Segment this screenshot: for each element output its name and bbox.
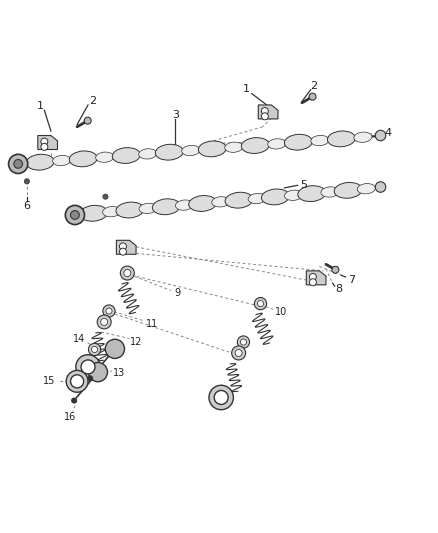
- Ellipse shape: [311, 135, 329, 146]
- Circle shape: [235, 350, 242, 357]
- Ellipse shape: [139, 203, 157, 214]
- Circle shape: [214, 391, 228, 405]
- Circle shape: [309, 279, 316, 286]
- Circle shape: [209, 385, 233, 410]
- Circle shape: [332, 266, 339, 273]
- Circle shape: [254, 297, 267, 310]
- Polygon shape: [117, 240, 136, 254]
- Ellipse shape: [198, 141, 226, 157]
- Text: 6: 6: [23, 201, 30, 211]
- Ellipse shape: [248, 193, 266, 204]
- Circle shape: [258, 301, 264, 306]
- Circle shape: [71, 398, 77, 403]
- Ellipse shape: [321, 187, 339, 197]
- Ellipse shape: [112, 148, 140, 164]
- Text: 2: 2: [311, 80, 318, 91]
- Text: 16: 16: [64, 412, 77, 422]
- Ellipse shape: [328, 131, 355, 147]
- Circle shape: [97, 315, 111, 329]
- Ellipse shape: [357, 183, 375, 194]
- Circle shape: [261, 113, 268, 120]
- Ellipse shape: [354, 132, 372, 142]
- Circle shape: [71, 211, 79, 220]
- Ellipse shape: [284, 134, 312, 150]
- Ellipse shape: [212, 197, 230, 207]
- Circle shape: [237, 336, 250, 348]
- Text: 8: 8: [336, 284, 343, 294]
- Ellipse shape: [155, 144, 183, 160]
- Text: 3: 3: [172, 110, 179, 119]
- Circle shape: [88, 376, 93, 381]
- Circle shape: [120, 248, 127, 255]
- Polygon shape: [38, 135, 57, 149]
- Circle shape: [309, 273, 316, 280]
- Ellipse shape: [241, 138, 269, 154]
- Circle shape: [76, 354, 100, 379]
- Ellipse shape: [69, 151, 97, 167]
- Ellipse shape: [225, 142, 243, 152]
- Circle shape: [103, 194, 108, 199]
- Circle shape: [103, 305, 115, 317]
- Ellipse shape: [80, 205, 107, 221]
- Circle shape: [232, 346, 246, 360]
- Circle shape: [309, 93, 316, 100]
- Circle shape: [240, 339, 247, 345]
- Circle shape: [41, 138, 48, 145]
- Circle shape: [105, 339, 124, 359]
- Circle shape: [41, 143, 48, 150]
- Circle shape: [84, 117, 91, 124]
- Ellipse shape: [26, 154, 54, 170]
- Ellipse shape: [102, 206, 121, 217]
- Text: 5: 5: [300, 180, 307, 190]
- Polygon shape: [258, 105, 278, 119]
- Text: 11: 11: [146, 319, 158, 329]
- Circle shape: [66, 370, 88, 392]
- Text: 4: 4: [385, 128, 392, 139]
- Text: 12: 12: [130, 337, 142, 346]
- Circle shape: [81, 360, 95, 374]
- Circle shape: [92, 346, 98, 352]
- Circle shape: [120, 243, 127, 250]
- Circle shape: [101, 318, 108, 326]
- Text: 14: 14: [73, 334, 85, 344]
- Ellipse shape: [139, 149, 157, 159]
- Ellipse shape: [152, 199, 180, 215]
- Ellipse shape: [53, 156, 71, 166]
- Circle shape: [88, 362, 107, 382]
- Text: 1: 1: [243, 84, 250, 94]
- Text: 13: 13: [113, 368, 125, 378]
- Text: 10: 10: [276, 307, 288, 317]
- Ellipse shape: [95, 152, 114, 163]
- Ellipse shape: [175, 200, 194, 210]
- Ellipse shape: [225, 192, 253, 208]
- Circle shape: [375, 130, 386, 141]
- Ellipse shape: [261, 189, 290, 205]
- Circle shape: [14, 159, 22, 168]
- Circle shape: [261, 108, 268, 115]
- Ellipse shape: [182, 146, 200, 156]
- Ellipse shape: [116, 202, 144, 218]
- Circle shape: [65, 205, 85, 224]
- Circle shape: [106, 308, 112, 314]
- Circle shape: [9, 154, 28, 174]
- Ellipse shape: [268, 139, 286, 149]
- Circle shape: [124, 270, 131, 277]
- Circle shape: [120, 266, 134, 280]
- Text: 9: 9: [174, 288, 180, 298]
- Circle shape: [71, 375, 84, 388]
- Ellipse shape: [189, 196, 216, 212]
- Circle shape: [24, 179, 29, 184]
- Polygon shape: [306, 271, 326, 285]
- Text: 7: 7: [348, 274, 355, 285]
- Text: 15: 15: [43, 376, 56, 386]
- Ellipse shape: [298, 185, 326, 201]
- Ellipse shape: [334, 182, 362, 198]
- Circle shape: [375, 182, 386, 192]
- Ellipse shape: [285, 190, 303, 200]
- Text: 2: 2: [89, 96, 96, 107]
- Text: 1: 1: [36, 101, 43, 111]
- Circle shape: [88, 343, 101, 356]
